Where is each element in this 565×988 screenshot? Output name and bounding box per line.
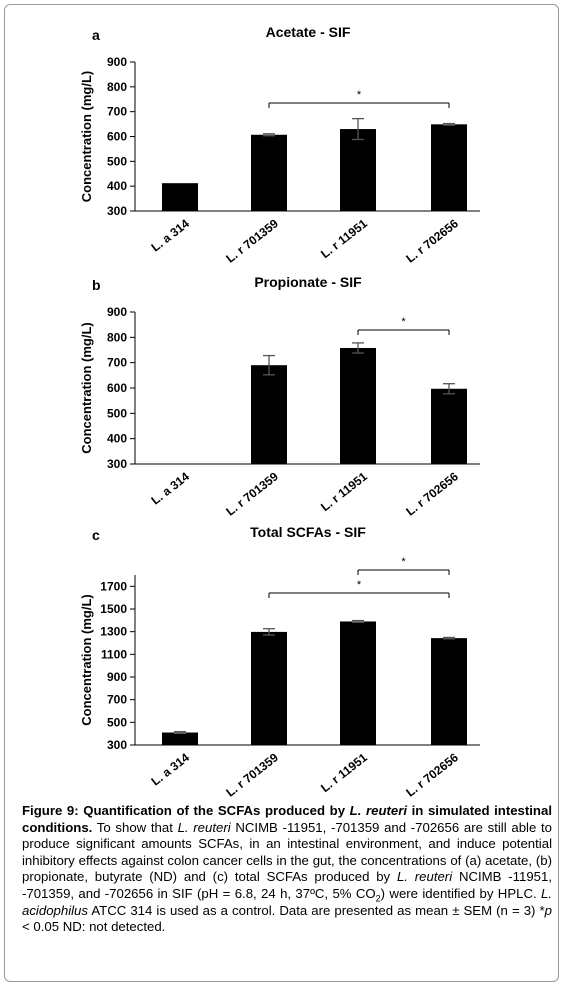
panel-a-bar-4 [431, 124, 467, 211]
panel-c-y-tick-label: 1700 [100, 579, 127, 593]
panel-a-category-label-3: L. r 11951 [318, 216, 370, 261]
panel-b-y-tick-label: 700 [107, 356, 127, 370]
panel-c-y-axis-title: Concentration (mg/L) [79, 594, 94, 725]
panel-c-bar-1 [162, 732, 198, 745]
panel-c-y-tick-label: 700 [107, 693, 127, 707]
panel-b-sig-star-1: * [401, 316, 406, 328]
panel-b-y-axis-title: Concentration (mg/L) [79, 322, 94, 453]
panel-c-sig-star-1: * [357, 579, 362, 591]
panel-a-category-label-2: L. r 701359 [223, 216, 281, 265]
panel-a-y-axis-title: Concentration (mg/L) [79, 71, 94, 202]
panel-a-category-label-1: L. a 314 [149, 216, 193, 254]
panel-b-y-tick-label: 400 [107, 432, 127, 446]
panel-a-y-tick-label: 500 [107, 154, 127, 168]
panel-c-category-label-1: L. a 314 [149, 750, 193, 788]
panel-c-title: Total SCFAs - SIF [250, 524, 366, 540]
panel-c-y-tick-label: 500 [107, 715, 127, 729]
panel-b-category-label-3: L. r 11951 [318, 469, 370, 514]
panel-c-y-tick-label: 1500 [100, 602, 127, 616]
panel-a-bar-1 [162, 183, 198, 211]
caption-lead-text-2: in simulated intestinal conditions. [22, 803, 552, 835]
panel-b-y-tick-label: 300 [107, 457, 127, 471]
panel-c-sig-star-2: * [401, 556, 406, 568]
figure-charts: a Acetate - SIF 300 400 500 600 700 800 900 Conce… [79, 24, 480, 800]
panel-c-bar-4 [431, 638, 467, 745]
panel-a-y-tick-label: 300 [107, 204, 127, 218]
panel-c-bar-2 [251, 631, 287, 745]
caption-text-4: ) were identified by HPLC. [380, 885, 541, 901]
panel-a-y-tick-label: 400 [107, 179, 127, 193]
panel-a-title: Acetate - SIF [266, 24, 351, 40]
figure-caption: Figure 9: Quantification of the SCFAs pr… [22, 803, 552, 936]
panel-b-y-tick-label: 800 [107, 330, 127, 344]
caption-text-5: ATCC 314 is used as a control. Data are … [87, 902, 545, 918]
panel-c-bar-3 [340, 621, 376, 745]
caption-text-1: To show that [92, 819, 178, 835]
panel-b-title: Propionate - SIF [254, 274, 362, 290]
panel-c-category-label-4: L. r 702656 [403, 750, 461, 799]
panel-a-y-tick-label: 900 [107, 55, 127, 69]
panel-a-y-tick-label: 800 [107, 80, 127, 94]
panel-a-sig-star-1: * [357, 89, 362, 101]
caption-lead: Figure 9: Quantification of the SCFAs pr… [22, 803, 552, 835]
panel-a-label: a [92, 27, 100, 43]
panel-b-category-label-1: L. a 314 [149, 469, 193, 507]
caption-lead-species: L. reuteri [349, 803, 408, 818]
panel-a-bar-2 [251, 134, 287, 211]
panel-b-category-label-2: L. r 701359 [223, 469, 281, 518]
caption-text-3: NCIMB -11951, -701359, and -702656 in SI… [22, 869, 552, 901]
panel-b-category-label-4: L. r 702656 [403, 469, 461, 518]
panel-b-y-tick-label: 900 [107, 305, 127, 319]
caption-lead-text-1: Figure 9: Quantification of the SCFAs pr… [22, 803, 350, 818]
panel-a-y-tick-label: 600 [107, 130, 127, 144]
panel-b-bar-2 [251, 365, 287, 464]
panel-a-y-tick-label: 700 [107, 105, 127, 119]
panel-b-y-tick-label: 600 [107, 381, 127, 395]
panel-c-y-tick-label: 900 [107, 670, 127, 684]
panel-b-y-tick-label: 500 [107, 406, 127, 420]
caption-species-2: L. reuteri [396, 869, 453, 885]
panel-c-category-label-2: L. r 701359 [223, 750, 281, 799]
panel-b-label: b [92, 277, 101, 293]
caption-subscript: 2 [375, 893, 381, 904]
panel-c-y-tick-label: 1300 [100, 625, 127, 639]
panel-c-y-tick-label: 1100 [101, 647, 127, 661]
caption-species-3: L. acidophilus [22, 885, 552, 918]
panel-c-category-label-3: L. r 11951 [318, 750, 370, 795]
panel-b-bar-3 [340, 347, 376, 464]
panel-b-bar-4 [431, 388, 467, 464]
caption-text-2: NCIMB -11951, -701359 and -702656 are st… [22, 819, 552, 885]
caption-text-6: < 0.05 ND: not detected. [22, 919, 166, 935]
panel-a-bar-3 [340, 129, 376, 211]
caption-p-symbol: p [544, 902, 552, 918]
panel-c-label: c [92, 527, 100, 543]
panel-a-category-label-4: L. r 702656 [403, 216, 461, 265]
panel-c-y-tick-label: 300 [107, 738, 127, 752]
figure-frame [4, 4, 559, 982]
caption-species-1: L. reuteri [177, 819, 231, 835]
